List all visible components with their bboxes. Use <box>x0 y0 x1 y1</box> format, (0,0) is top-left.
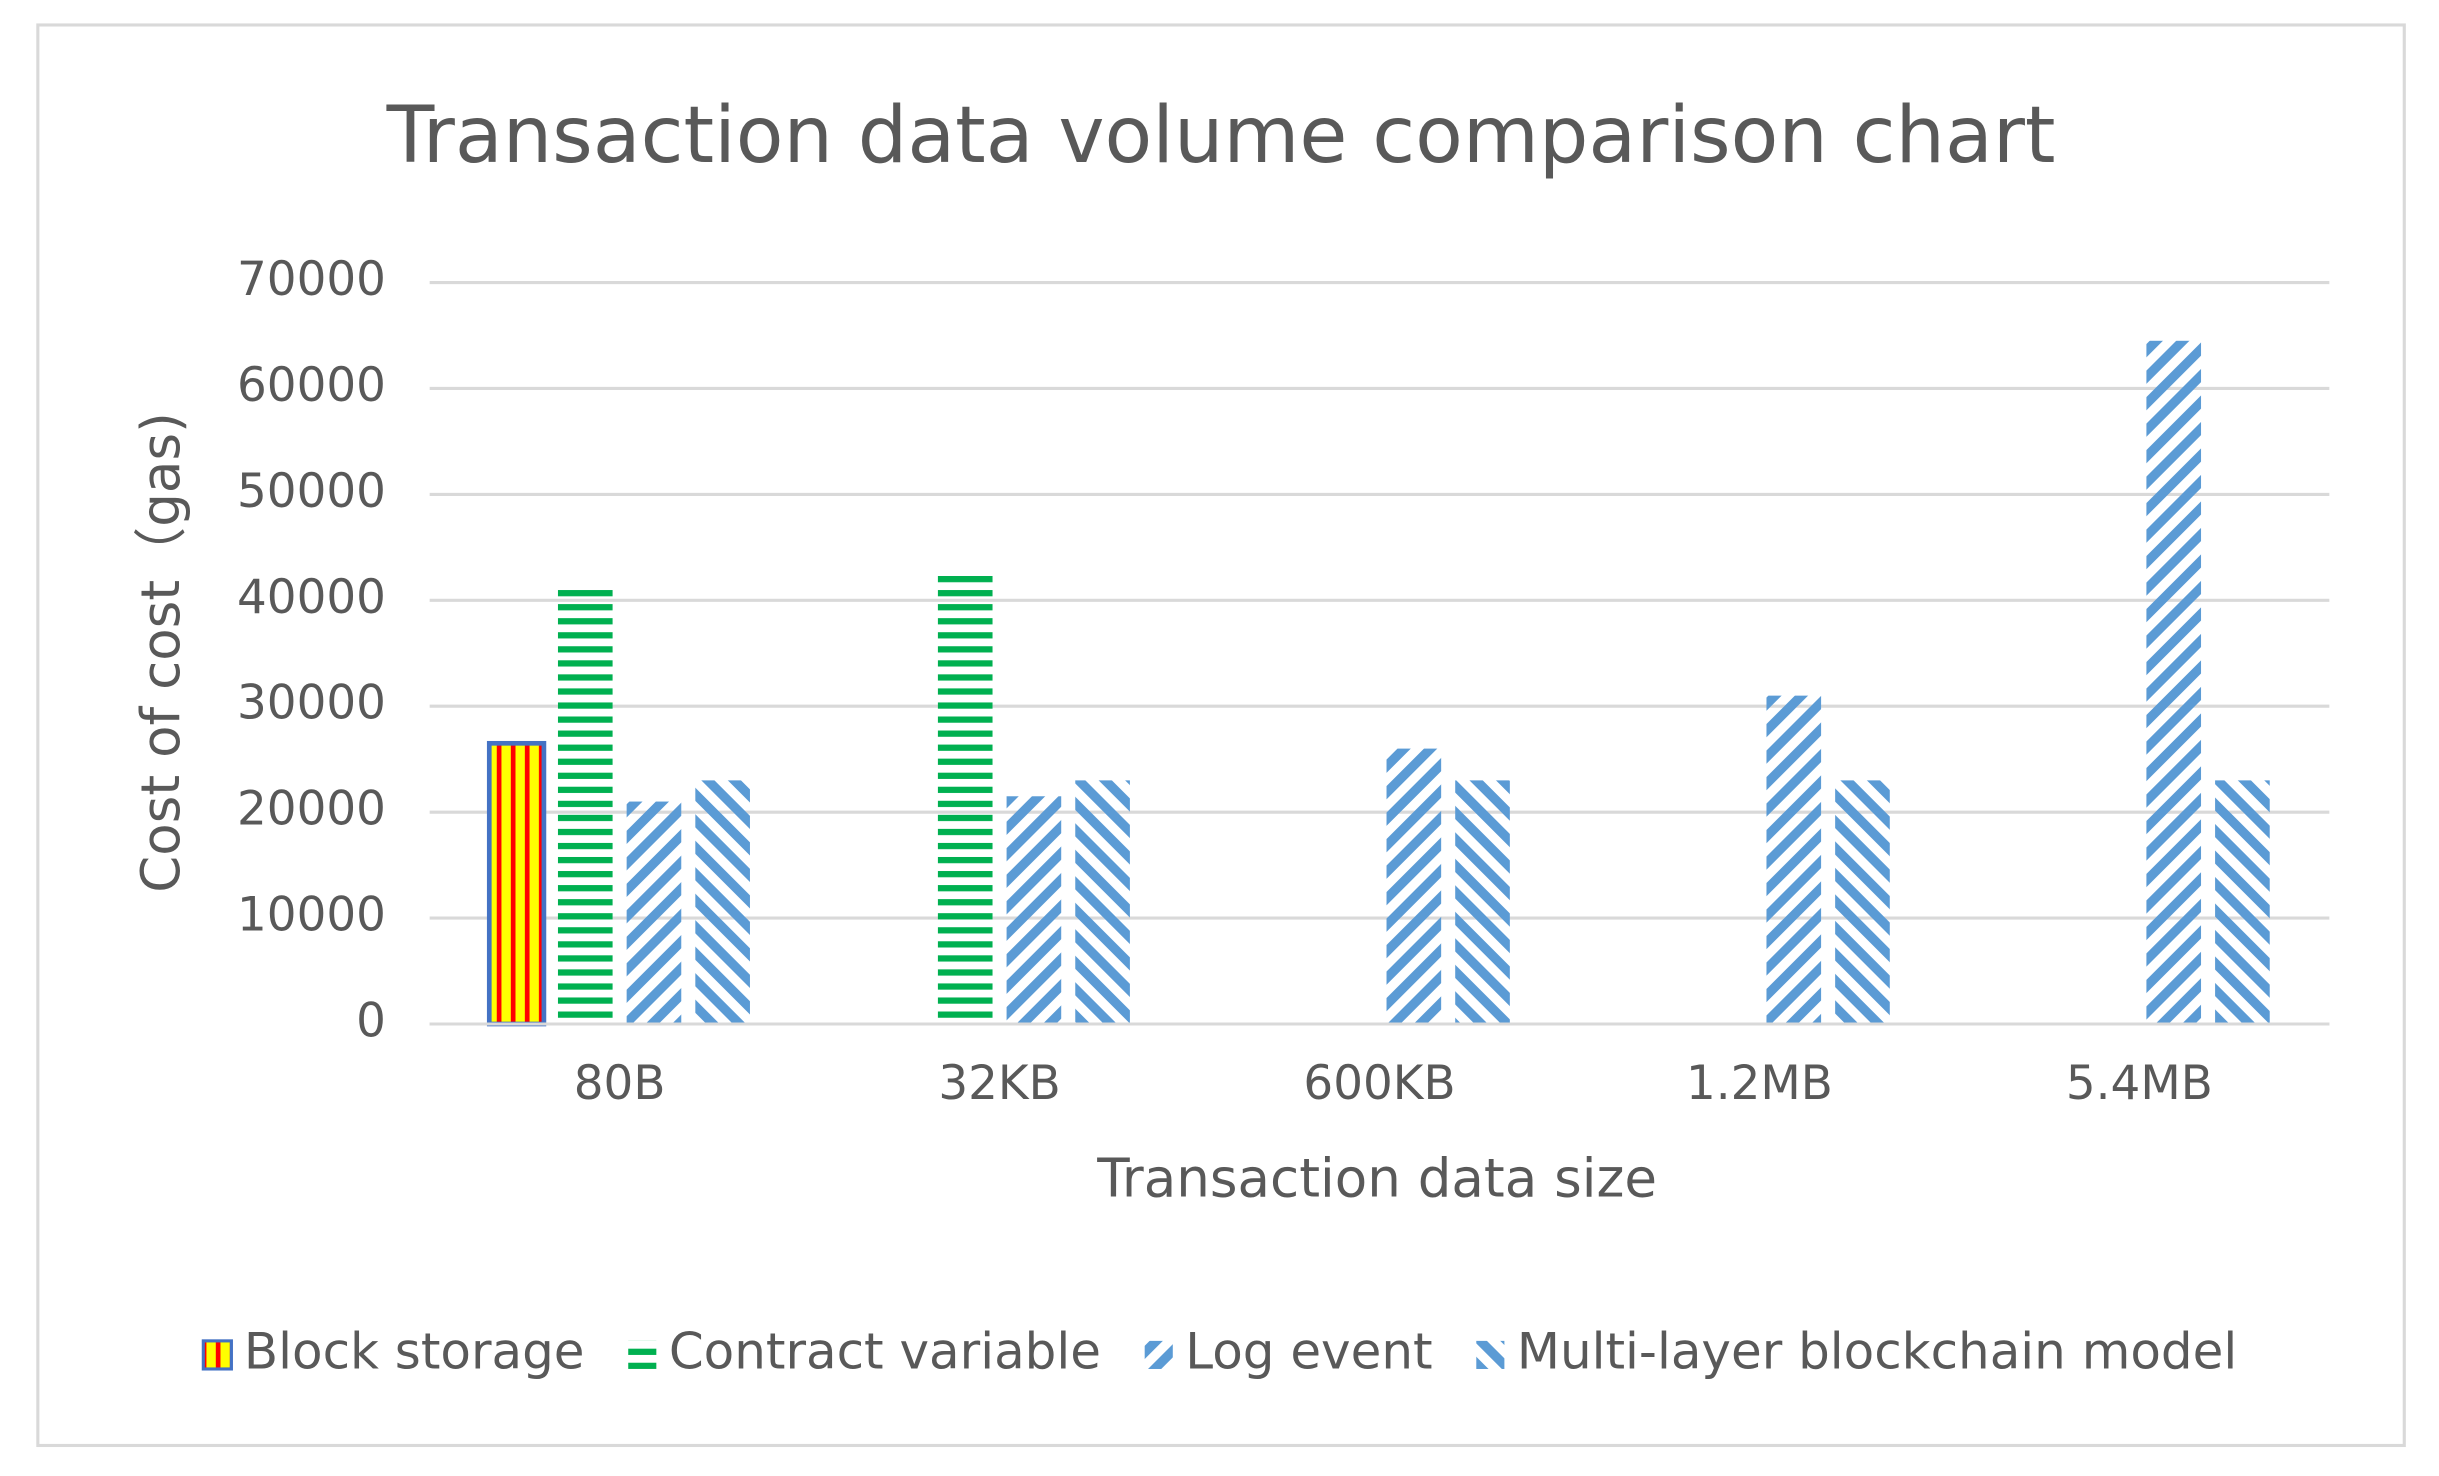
x-tick-label: 32KB <box>938 1057 1060 1111</box>
y-tick-label: 10000 <box>237 889 386 943</box>
legend-label: Contract variable <box>669 1322 1101 1380</box>
y-tick-label: 40000 <box>237 571 386 625</box>
y-tick-label: 70000 <box>237 253 386 307</box>
bar <box>1006 796 1062 1024</box>
x-tick-label: 80B <box>574 1057 666 1111</box>
bar <box>695 780 750 1024</box>
bar <box>1386 748 1442 1024</box>
x-axis-label: Transaction data size <box>1096 1147 1657 1209</box>
legend-swatch <box>1476 1340 1505 1369</box>
bar <box>557 589 613 1024</box>
bar <box>937 570 993 1024</box>
bar <box>1075 780 1130 1024</box>
legend-label: Multi-layer blockchain model <box>1517 1322 2237 1380</box>
bar <box>1455 780 1510 1024</box>
bar <box>2215 780 2270 1024</box>
y-axis-label: Cost of cost（gas) <box>130 412 192 893</box>
bar <box>2146 340 2202 1024</box>
x-tick-label: 5.4MB <box>2066 1057 2213 1111</box>
x-tick-label: 600KB <box>1303 1057 1455 1111</box>
bar <box>1835 780 1890 1024</box>
bar <box>1766 695 1822 1024</box>
bar <box>626 801 682 1024</box>
x-tick-label: 1.2MB <box>1686 1057 1833 1111</box>
legend-label: Log event <box>1185 1322 1432 1380</box>
bar <box>486 740 547 1027</box>
y-tick-label: 0 <box>356 994 386 1048</box>
chart-title: Transaction data volume comparison chart <box>386 91 2056 181</box>
y-tick-label: 20000 <box>237 783 386 837</box>
chart-frame <box>36 23 2406 1448</box>
y-tick-label: 50000 <box>237 465 386 519</box>
y-tick-label: 60000 <box>237 359 386 413</box>
y-tick-label: 30000 <box>237 677 386 731</box>
legend-swatch <box>1144 1340 1173 1369</box>
legend-swatch <box>628 1340 657 1369</box>
legend-swatch <box>201 1339 233 1371</box>
legend-label: Block storage <box>244 1322 585 1380</box>
